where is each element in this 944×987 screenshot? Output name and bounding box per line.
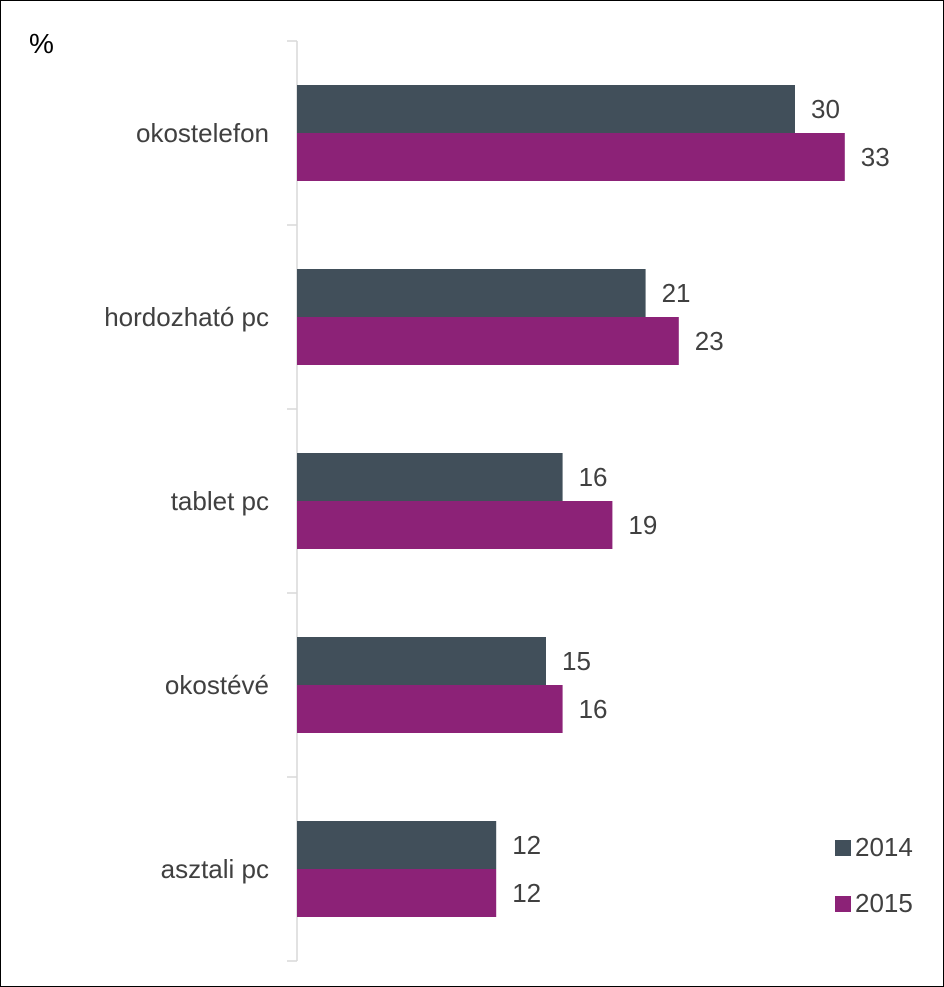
legend-swatch-2014 xyxy=(835,840,851,856)
bars xyxy=(297,85,845,917)
data-label: 33 xyxy=(861,142,890,172)
category-label: tablet pc xyxy=(171,486,269,516)
data-label: 16 xyxy=(579,694,608,724)
legend: 2014 2015 xyxy=(835,832,913,918)
category-axis xyxy=(287,40,298,962)
bar-2015-1 xyxy=(297,317,679,365)
category-label: okostévé xyxy=(165,670,269,700)
bar-2015-2 xyxy=(297,501,613,549)
bar-2015-0 xyxy=(297,133,845,181)
data-label: 23 xyxy=(695,326,724,356)
data-label: 21 xyxy=(662,278,691,308)
bar-2015-4 xyxy=(297,869,497,917)
category-labels: okostelefon hordozható pc tablet pc okostév… xyxy=(104,118,269,884)
bar-2014-2 xyxy=(297,453,563,501)
data-label: 12 xyxy=(512,830,541,860)
category-label: okostelefon xyxy=(136,118,269,148)
legend-label: 2014 xyxy=(855,832,913,862)
unit-label: % xyxy=(29,28,54,59)
data-label: 19 xyxy=(628,510,657,540)
legend-swatch-2015 xyxy=(835,896,851,912)
legend-label: 2015 xyxy=(855,888,913,918)
bar-2014-1 xyxy=(297,269,646,317)
bar-2014-3 xyxy=(297,637,546,685)
bar-2014-4 xyxy=(297,821,497,869)
data-label: 30 xyxy=(811,94,840,124)
category-label: asztali pc xyxy=(161,854,269,884)
bar-2014-0 xyxy=(297,85,795,133)
data-label: 12 xyxy=(512,878,541,908)
category-label: hordozható pc xyxy=(104,302,269,332)
data-label: 15 xyxy=(562,646,591,676)
data-label: 16 xyxy=(579,462,608,492)
bar-2015-3 xyxy=(297,685,563,733)
